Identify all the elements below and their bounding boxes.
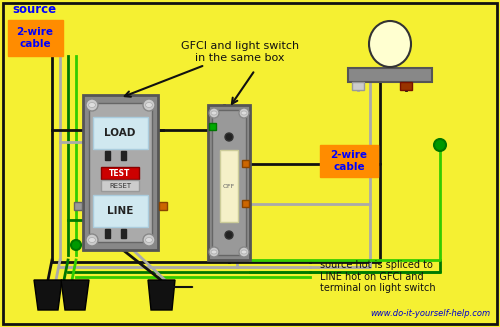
Ellipse shape — [211, 250, 217, 254]
Circle shape — [209, 108, 219, 118]
Bar — [348, 68, 432, 82]
Text: LINE: LINE — [107, 206, 133, 216]
Bar — [93, 195, 148, 227]
Ellipse shape — [146, 237, 152, 243]
Circle shape — [225, 231, 233, 239]
Circle shape — [434, 139, 446, 151]
Circle shape — [239, 247, 249, 257]
Bar — [121, 229, 126, 238]
Text: 2-wire
cable: 2-wire cable — [16, 27, 54, 49]
Bar — [242, 160, 249, 167]
Bar — [159, 202, 167, 210]
Bar — [242, 200, 249, 207]
Circle shape — [225, 133, 233, 141]
Text: TEST: TEST — [110, 168, 130, 178]
Circle shape — [86, 234, 98, 246]
Bar — [212, 110, 246, 255]
Ellipse shape — [211, 111, 217, 115]
Bar — [105, 151, 110, 160]
Ellipse shape — [241, 250, 247, 254]
Bar — [208, 105, 250, 260]
Circle shape — [209, 247, 219, 257]
Bar — [74, 202, 82, 210]
Polygon shape — [34, 280, 62, 310]
Bar — [209, 123, 216, 130]
Text: www.do-it-yourself-help.com: www.do-it-yourself-help.com — [370, 309, 490, 318]
Ellipse shape — [88, 102, 96, 108]
Bar — [352, 82, 364, 90]
Text: 2-wire
cable: 2-wire cable — [330, 150, 368, 172]
Bar — [93, 117, 148, 149]
Text: LOAD: LOAD — [104, 128, 136, 138]
Text: GFCI and light switch
in the same box: GFCI and light switch in the same box — [181, 41, 299, 63]
Bar — [101, 180, 139, 191]
Bar — [121, 151, 126, 160]
Circle shape — [86, 99, 98, 111]
Text: source: source — [12, 3, 56, 16]
Bar — [320, 145, 378, 177]
Text: RESET: RESET — [109, 183, 131, 189]
Text: source hot is spliced to
LINE hot on GFCI and
terminal on light switch: source hot is spliced to LINE hot on GFC… — [320, 260, 436, 293]
Ellipse shape — [369, 21, 411, 67]
Circle shape — [239, 108, 249, 118]
Circle shape — [71, 240, 81, 250]
Circle shape — [143, 99, 155, 111]
Bar — [8, 20, 63, 56]
Ellipse shape — [88, 237, 96, 243]
Polygon shape — [148, 280, 175, 310]
Bar — [101, 167, 139, 179]
Ellipse shape — [241, 111, 247, 115]
Bar — [105, 229, 110, 238]
Bar — [89, 103, 152, 242]
Circle shape — [143, 234, 155, 246]
Text: OFF: OFF — [223, 183, 235, 188]
Polygon shape — [61, 280, 89, 310]
Bar — [83, 95, 158, 250]
Ellipse shape — [146, 102, 152, 108]
Bar — [400, 82, 412, 90]
Bar — [220, 150, 238, 222]
